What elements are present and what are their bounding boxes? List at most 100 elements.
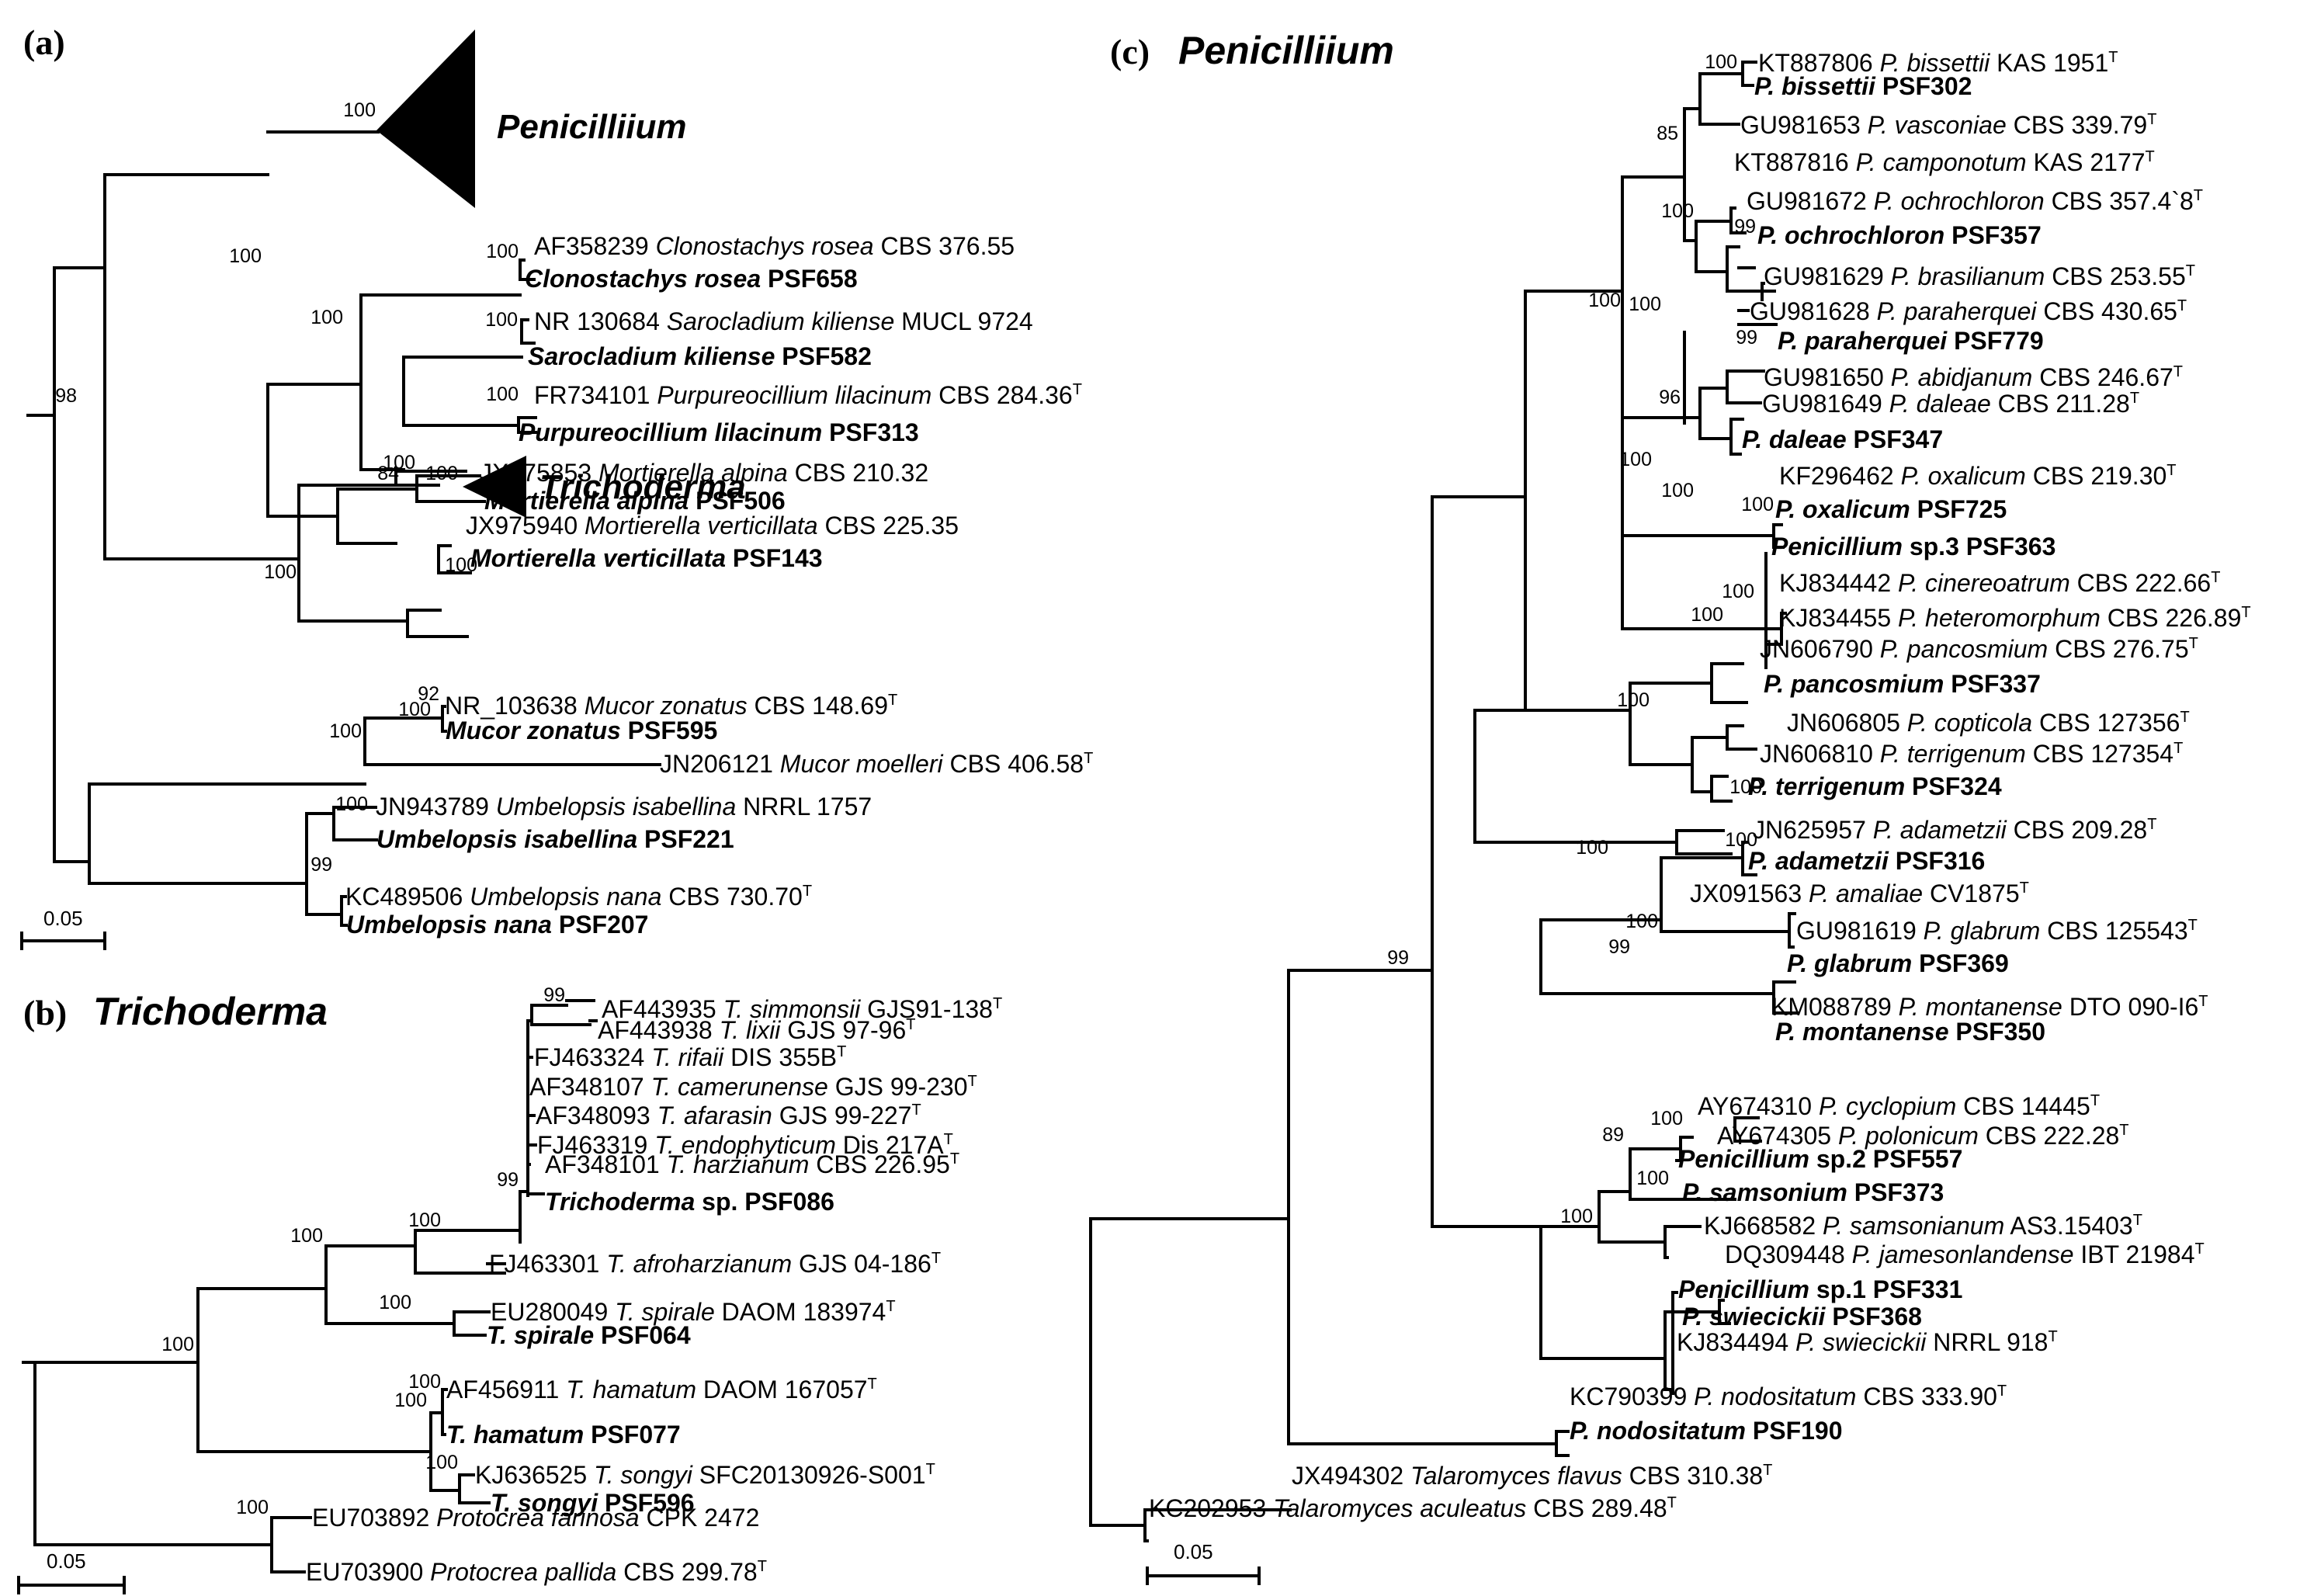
panel-b-label: (b): [23, 993, 67, 1032]
bootstrap-value: 100: [394, 1390, 427, 1411]
tip-label: JN206121 Mucor moelleri CBS 406.58T: [660, 750, 1093, 778]
tip-label: T. hamatum PSF077: [446, 1421, 681, 1449]
bootstrap-value: 100: [264, 561, 297, 583]
bootstrap-value: 100: [383, 452, 415, 474]
tip-label: NR_103638 Mucor zonatus CBS 148.69T: [445, 692, 897, 720]
tip-label: GU981629 P. brasilianum CBS 253.55T: [1764, 262, 2195, 290]
tip-label: JN943789 Umbelopsis isabellina NRRL 1757: [376, 793, 872, 821]
tip-label: FR734101 Purpureocillium lilacinum CBS 2…: [534, 381, 1082, 409]
bootstrap-value: 99: [1387, 947, 1409, 969]
tip-label: JX091563 P. amaliae CV1875T: [1690, 880, 2029, 907]
bootstrap-value: 100: [236, 1497, 269, 1518]
bootstrap-value: 100: [1705, 51, 1737, 73]
bootstrap-value: 100: [379, 1292, 411, 1313]
tip-label: Penicillium sp.3 PSF363: [1771, 533, 2055, 560]
bootstrap-value: 100: [1560, 1206, 1593, 1227]
bootstrap-value: 100: [1661, 200, 1694, 222]
bootstrap-value: 100: [229, 245, 262, 267]
panel-a-label: (a): [23, 23, 65, 62]
tip-label: P. ochrochloron PSF357: [1757, 221, 2042, 249]
bootstrap-value: 99: [1736, 327, 1757, 349]
panel-a-scale-bar: [20, 932, 106, 950]
tip-label: KJ834442 P. cinereoatrum CBS 222.66T: [1779, 569, 2220, 597]
tip-label: AF348093 T. afarasin GJS 99-227T: [536, 1102, 921, 1129]
tip-label: P. paraherquei PSF779: [1778, 327, 2044, 355]
tip-label: KJ834494 P. swiecickii NRRL 918T: [1677, 1328, 2058, 1356]
bootstrap-value: 92: [418, 683, 439, 705]
bootstrap-value: 99: [543, 984, 565, 1006]
tip-label: KJ668582 P. samsonianum AS3.15403T: [1704, 1212, 2142, 1240]
bootstrap-value: 100: [398, 699, 431, 720]
tip-label: AF443938 T. lixii GJS 97-96T: [598, 1016, 915, 1044]
panel-a-scale-label: 0.05: [43, 907, 83, 930]
tip-label: KF296462 P. oxalicum CBS 219.30T: [1779, 462, 2177, 490]
tip-label: JN606810 P. terrigenum CBS 127354T: [1760, 740, 2183, 768]
tip-label: JX494302 Talaromyces flavus CBS 310.38T: [1292, 1462, 1772, 1490]
bootstrap-value: 84: [377, 463, 399, 484]
panel-b-scale-bar: [17, 1576, 126, 1594]
tip-label: NR 130684 Sarocladium kiliense MUCL 9724: [534, 307, 1033, 335]
tip-label: T. songyi PSF596: [491, 1489, 695, 1517]
tip-label: KC202953 Talaromyces aculeatus CBS 289.4…: [1149, 1494, 1677, 1522]
tip-label: KC489506 Umbelopsis nana CBS 730.70T: [345, 883, 812, 911]
bootstrap-value: 100: [1741, 494, 1774, 515]
bootstrap-value: 100: [1729, 776, 1762, 798]
bootstrap-value: 100: [161, 1334, 194, 1355]
tip-label: AF358239 Clonostachys rosea CBS 376.55: [534, 232, 1015, 260]
bootstrap-value: 100: [408, 1371, 441, 1393]
panel-c-title: Penicilliium: [1178, 29, 1394, 72]
tip-label: JX975853 Mortierella alpina CBS 210.32: [480, 459, 928, 487]
tip-label: P. terrigenum PSF324: [1748, 772, 2002, 800]
panel-a: (a) Penicilliium Trichoderma 100 100 98 100…: [20, 23, 1093, 950]
bootstrap-value: 100: [1725, 829, 1757, 851]
tip-label: P. adametzii PSF316: [1748, 847, 1985, 875]
bootstrap-value: 100: [343, 99, 376, 121]
tip-label: GU981653 P. vasconiae CBS 339.79T: [1740, 111, 2156, 139]
tip-label: P. glabrum PSF369: [1787, 949, 2009, 977]
tip-label: Mortierella verticillata PSF143: [470, 544, 823, 572]
tip-label: GU981619 P. glabrum CBS 125543T: [1796, 917, 2198, 945]
tip-label: KT887806 P. bissettii KAS 1951T: [1758, 49, 2118, 77]
panel-b-tip-labels: AF443935 T. simmonsii GJS91-138TAF443938…: [306, 995, 1002, 1586]
tip-label: KT887816 P. camponotum KAS 2177T: [1734, 148, 2155, 176]
bootstrap-value: 99: [1608, 936, 1630, 958]
tip-label: GU981628 P. paraherquei CBS 430.65T: [1750, 297, 2187, 325]
panel-c-branches: [1089, 61, 1799, 1542]
bootstrap-value: 99: [310, 854, 332, 876]
tip-label: Penicillium sp.2 PSF557: [1678, 1145, 1962, 1173]
bootstrap-value: 100: [445, 554, 477, 576]
tip-label: Umbelopsis isabellina PSF221: [376, 825, 734, 853]
penicillium-collapsed-clade: [376, 29, 475, 208]
panel-b: (b) Trichoderma 999910010010010010010010…: [17, 984, 1002, 1594]
bootstrap-value: 98: [55, 385, 77, 407]
bootstrap-value: 100: [1691, 604, 1723, 626]
panel-c-bootstrap-labels: 1008510099100991009610010010010010010010…: [1387, 51, 1774, 1227]
tip-label: P. bissettii PSF302: [1754, 72, 1972, 100]
tip-label: KJ636525 T. songyi SFC20130926-S001T: [475, 1461, 935, 1489]
bootstrap-value: 100: [310, 307, 343, 328]
tip-label: JN606805 P. copticola CBS 127356T: [1787, 709, 2190, 737]
bootstrap-value: 100: [1629, 293, 1661, 315]
tip-label: AF443935 T. simmonsii GJS91-138T: [602, 995, 1002, 1023]
panel-c-scale-label: 0.05: [1174, 1540, 1213, 1563]
bootstrap-value: 96: [1659, 387, 1681, 408]
tip-label: GU981650 P. abidjanum CBS 246.67T: [1764, 363, 2183, 391]
bootstrap-value: 99: [1734, 216, 1756, 238]
tip-label: P. oxalicum PSF725: [1775, 495, 2007, 523]
tip-label: Clonostachys rosea PSF658: [525, 265, 858, 293]
tip-label: EU280049 T. spirale DAOM 183974T: [491, 1298, 896, 1326]
tip-label: FJ463324 T. rifaii DIS 355BT: [534, 1043, 846, 1071]
tip-label: JN606790 P. pancosmium CBS 276.75T: [1760, 635, 2198, 663]
tip-label: P. pancosmium PSF337: [1764, 670, 2041, 698]
tip-label: AY674305 P. polonicum CBS 222.28T: [1717, 1122, 2129, 1150]
bootstrap-value: 100: [1722, 581, 1754, 602]
tip-label: P. swiecickii PSF368: [1682, 1303, 1922, 1331]
trichoderma-clade-label: Trichoderma: [539, 468, 746, 506]
tip-label: AF348107 T. camerunense GJS 99-230T: [529, 1073, 977, 1101]
bootstrap-value: 99: [497, 1169, 519, 1191]
bootstrap-value: 100: [1576, 837, 1608, 859]
tip-label: Purpureocillium lilacinum PSF313: [519, 418, 919, 446]
